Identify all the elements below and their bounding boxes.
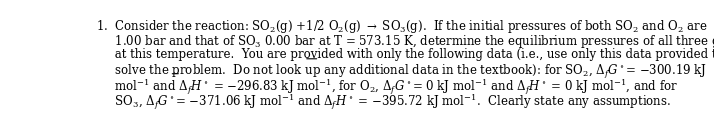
Text: at this temperature.  You are provided with only the following data (i.e., use o: at this temperature. You are provided wi… (96, 48, 714, 61)
Text: SO$_3$, $\Delta_f G^\circ$= $-$371.06 kJ mol$^{-1}$ and $\Delta_f H^\circ$ = $-$: SO$_3$, $\Delta_f G^\circ$= $-$371.06 kJ… (96, 92, 671, 112)
Text: solve the problem.  Do not look up any additional data in the textbook): for SO$: solve the problem. Do not look up any ad… (96, 63, 707, 81)
Text: mol$^{-1}$ and $\Delta_f H^\circ$ = $-$296.83 kJ mol$^{-1}$, for O$_2$, $\Delta_: mol$^{-1}$ and $\Delta_f H^\circ$ = $-$2… (96, 78, 678, 98)
Text: 1.  Consider the reaction: SO$_2$(g) +1/2 O$_2$(g) $\rightarrow$ SO$_3$(g).  If : 1. Consider the reaction: SO$_2$(g) +1/2… (96, 18, 708, 35)
Text: 1.00 bar and that of SO$_3$ 0.00 bar at T = 573.15 K, determine the equilibrium : 1.00 bar and that of SO$_3$ 0.00 bar at … (96, 33, 714, 50)
